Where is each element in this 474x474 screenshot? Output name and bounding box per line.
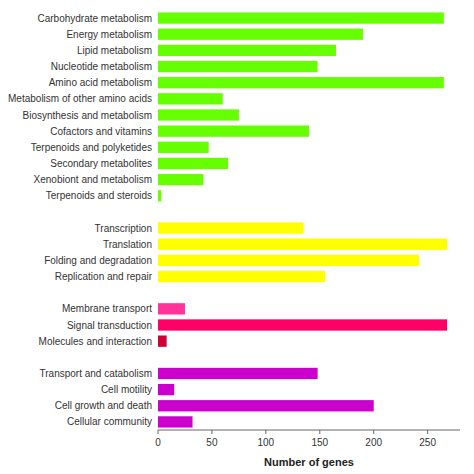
x-tick-label: 50 (206, 437, 218, 448)
category-label: Folding and degradation (44, 255, 152, 266)
category-label: Nucleotide metabolism (51, 61, 152, 72)
bar (158, 400, 374, 411)
bar (158, 239, 447, 250)
category-label: Cell growth and death (55, 400, 152, 411)
x-tick (373, 430, 374, 434)
x-axis-label: Number of genes (264, 456, 354, 468)
category-label: Amino acid metabolism (49, 77, 152, 88)
category-label: Secondary metabolites (50, 158, 152, 169)
x-tick-label: 100 (258, 437, 275, 448)
bar (158, 255, 419, 266)
bar (158, 319, 447, 330)
category-label: Cellular community (67, 416, 152, 427)
category-label: Transcription (95, 223, 152, 234)
x-tick (427, 430, 428, 434)
category-label: Xenobiont and metabolism (34, 174, 152, 185)
bars (158, 12, 447, 427)
bar (158, 271, 325, 282)
bar (158, 29, 363, 40)
category-label: Lipid metabolism (77, 45, 152, 56)
category-label: Translation (103, 239, 152, 250)
x-tick (265, 430, 266, 434)
bar (158, 368, 318, 379)
x-axis: 0 50 100 150 200 250 (155, 430, 460, 448)
bar (158, 142, 209, 153)
bar (158, 61, 318, 72)
category-label: Carbohydrate metabolism (38, 13, 153, 24)
bar (158, 158, 228, 169)
category-label: Signal transduction (67, 320, 152, 331)
category-label: Cell motility (101, 384, 152, 395)
bar (158, 77, 444, 88)
bar (158, 45, 336, 56)
bar (158, 222, 304, 233)
x-tick (319, 430, 320, 434)
bar (158, 206, 159, 217)
x-tick (211, 430, 212, 434)
category-label: Replication and repair (55, 271, 153, 282)
bar (158, 352, 159, 363)
bar (158, 126, 309, 137)
category-label: Terpenoids and steroids (46, 190, 152, 201)
bar (158, 93, 223, 104)
x-tick-label: 150 (311, 437, 328, 448)
x-tick-label: 0 (155, 437, 161, 448)
x-tick (158, 430, 159, 434)
y-tick-labels: Carbohydrate metabolism Energy metabolism… (8, 13, 153, 428)
bar (158, 287, 159, 298)
x-tick-label: 250 (419, 437, 436, 448)
category-label: Cofactors and vitamins (50, 126, 152, 137)
bar (158, 190, 161, 201)
category-label: Energy metabolism (66, 29, 152, 40)
category-label: Transport and catabolism (40, 368, 152, 379)
x-tick-label: 200 (365, 437, 382, 448)
bar (158, 12, 444, 23)
category-label: Membrane transport (62, 303, 152, 314)
bar (158, 384, 174, 395)
category-label: Biosynthesis and metabolism (22, 110, 152, 121)
chart: Carbohydrate metabolism Energy metabolism… (0, 0, 474, 474)
bar (158, 303, 185, 314)
x-axis-line (158, 430, 460, 431)
category-label: Terpenoids and polyketides (31, 142, 152, 153)
bar (158, 174, 203, 185)
category-label: Molecules and interaction (39, 336, 152, 347)
bar (158, 416, 193, 427)
bar (158, 336, 167, 347)
bar (158, 109, 239, 120)
category-label: Metabolism of other amino acids (8, 93, 152, 104)
